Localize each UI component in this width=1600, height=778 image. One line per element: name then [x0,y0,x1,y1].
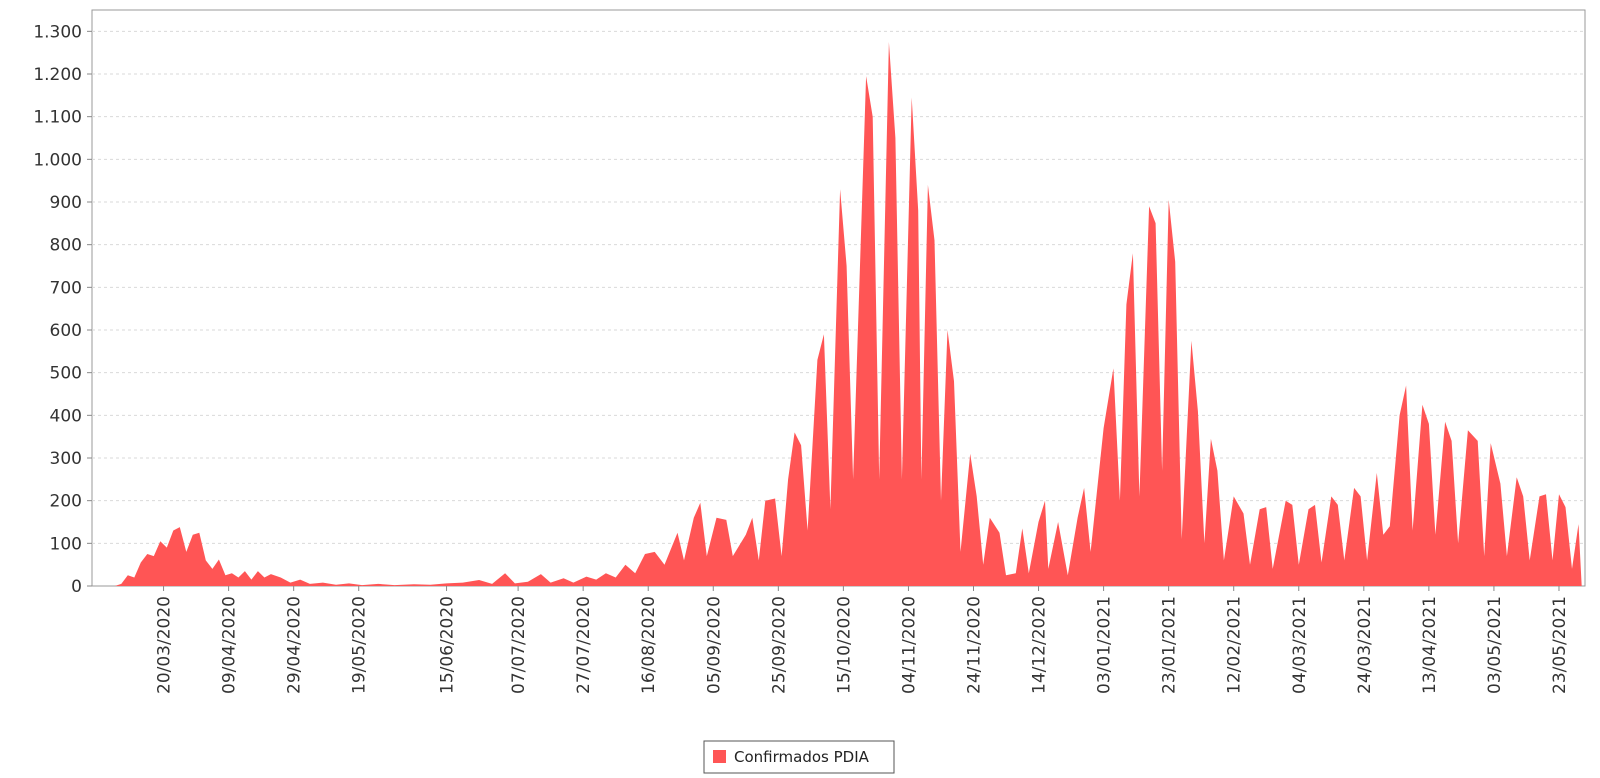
legend: Confirmados PDIA [703,740,895,774]
x-tick-label: 07/07/2020 [509,596,529,694]
x-axis: 20/03/2020 09/04/2020 29/04/2020 19/05/2020… [155,586,1570,694]
legend-label-confirmados-pdia: Confirmados PDIA [734,748,870,766]
y-tick-label: 0 [71,577,82,597]
x-tick-label: 25/09/2020 [769,596,789,694]
y-tick-label: 1.300 [33,22,82,42]
x-tick-label: 24/11/2020 [964,596,984,694]
x-tick-label: 15/06/2020 [438,596,458,694]
x-tick-label: 05/09/2020 [704,596,724,694]
x-tick-label: 23/01/2021 [1160,596,1180,694]
y-tick-label: 900 [50,193,82,213]
x-tick-label: 14/12/2020 [1030,596,1050,694]
y-tick-label: 100 [50,534,82,554]
x-tick-label: 23/05/2021 [1550,596,1570,694]
x-tick-label: 09/04/2020 [220,596,240,694]
y-tick-label: 700 [50,278,82,298]
y-tick-label: 1.200 [33,65,82,85]
x-tick-label: 20/03/2020 [155,596,175,694]
legend-box [703,740,895,774]
y-tick-label: 400 [50,406,82,426]
y-tick-label: 800 [50,236,82,256]
y-tick-label: 300 [50,449,82,469]
y-axis: 0 100 200 300 400 500 600 700 800 900 1.000 1.100 1.… [33,22,92,597]
series-area-confirmados-pdia [114,42,1582,586]
y-tick-label: 1.000 [33,150,82,170]
x-tick-label: 04/03/2021 [1290,596,1310,694]
x-tick-label: 04/11/2020 [899,596,919,694]
y-tick-label: 200 [50,492,82,512]
legend-swatch-confirmados-pdia [713,750,726,763]
x-tick-label: 15/10/2020 [834,596,854,694]
x-tick-label: 27/07/2020 [574,596,594,694]
x-tick-label: 19/05/2020 [350,596,370,694]
y-tick-label: 500 [50,364,82,384]
x-tick-label: 29/04/2020 [285,596,305,694]
series-area-layer [114,42,1582,586]
x-tick-label: 16/08/2020 [639,596,659,694]
x-tick-label: 03/01/2021 [1095,596,1115,694]
x-tick-label: 13/04/2021 [1420,596,1440,694]
x-tick-label: 24/03/2021 [1355,596,1375,694]
x-tick-label: 12/02/2021 [1225,596,1245,694]
y-tick-label: 600 [50,321,82,341]
y-tick-label: 1.100 [33,108,82,128]
x-tick-label: 03/05/2021 [1485,596,1505,694]
